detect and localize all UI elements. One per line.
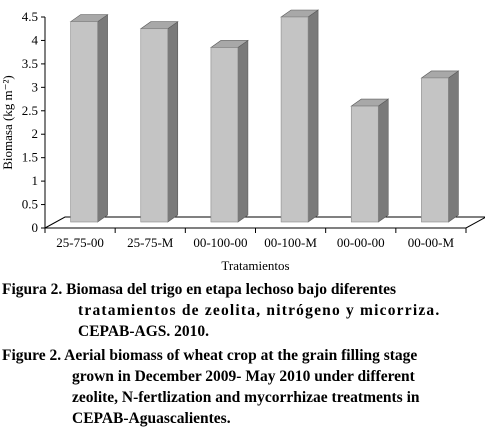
bar bbox=[420, 70, 460, 223]
bar-front bbox=[350, 105, 379, 223]
bar bbox=[280, 9, 320, 223]
x-tick-label: 25-75-00 bbox=[56, 235, 104, 250]
x-tick-label: 00-100-M bbox=[264, 235, 317, 250]
bar-side bbox=[97, 14, 108, 223]
bar bbox=[69, 14, 109, 223]
chart-floor bbox=[44, 216, 485, 229]
x-tick-label: 25-75-M bbox=[127, 235, 174, 250]
caption-es-line-1: Figura 2. Biomasa del trigo en etapa lec… bbox=[2, 281, 397, 298]
y-axis-title: Biomasa (kg m⁻²) bbox=[0, 75, 15, 170]
bar-side bbox=[448, 70, 459, 223]
y-tick-label: 3 bbox=[32, 79, 39, 94]
y-tick-label: 2.5 bbox=[22, 103, 38, 118]
bar-front bbox=[70, 21, 98, 223]
bar bbox=[209, 39, 249, 223]
y-tick-label: 0 bbox=[32, 220, 39, 235]
y-tick-label: 4.5 bbox=[22, 9, 38, 24]
caption-es-line-2: tratamientos de zeolita, nitrógeno y mic… bbox=[78, 302, 441, 319]
y-tick-label: 3.5 bbox=[22, 56, 38, 71]
x-tick-label: 00-00-M bbox=[408, 235, 455, 250]
figure-caption: Figura 2. Biomasa del trigo en etapa lec… bbox=[0, 280, 485, 440]
bar-side bbox=[377, 98, 389, 223]
bar bbox=[350, 98, 390, 223]
x-tick-label: 00-00-00 bbox=[337, 235, 385, 250]
bar bbox=[139, 21, 179, 223]
caption-en-line-3: zeolite, N-fertlization and mycorrhizae … bbox=[72, 389, 420, 406]
bar-side bbox=[307, 9, 319, 223]
bar-front bbox=[210, 47, 239, 223]
y-tick-label: 4 bbox=[32, 32, 39, 47]
bar-side bbox=[167, 21, 179, 223]
caption-es-line-3: CEPAB-AGS. 2010. bbox=[78, 323, 210, 340]
y-tick-label: 2 bbox=[32, 126, 39, 141]
caption-en-line-1: Figure 2. Aerial biomass of wheat crop a… bbox=[2, 347, 418, 364]
caption-en-line-4: CEPAB-Aguascalientes. bbox=[72, 410, 231, 427]
bar-front bbox=[280, 16, 309, 223]
bar-front bbox=[140, 28, 169, 223]
y-tick-label: 0.5 bbox=[22, 197, 38, 212]
x-tick-label: 00-100-00 bbox=[193, 235, 247, 250]
caption-en-line-2: grown in December 2009- May 2010 under d… bbox=[72, 368, 415, 385]
bar-front bbox=[421, 77, 449, 223]
bar-side bbox=[237, 39, 249, 223]
y-tick-label: 1 bbox=[32, 173, 39, 188]
y-tick-label: 1.5 bbox=[22, 150, 38, 165]
x-axis-title: Tratamientos bbox=[221, 258, 289, 273]
bar-chart: 0 0.5 1 1.5 2 2.5 3 3.5 4 4.5 25-75-00 25-75-M 00-10… bbox=[0, 9, 485, 273]
